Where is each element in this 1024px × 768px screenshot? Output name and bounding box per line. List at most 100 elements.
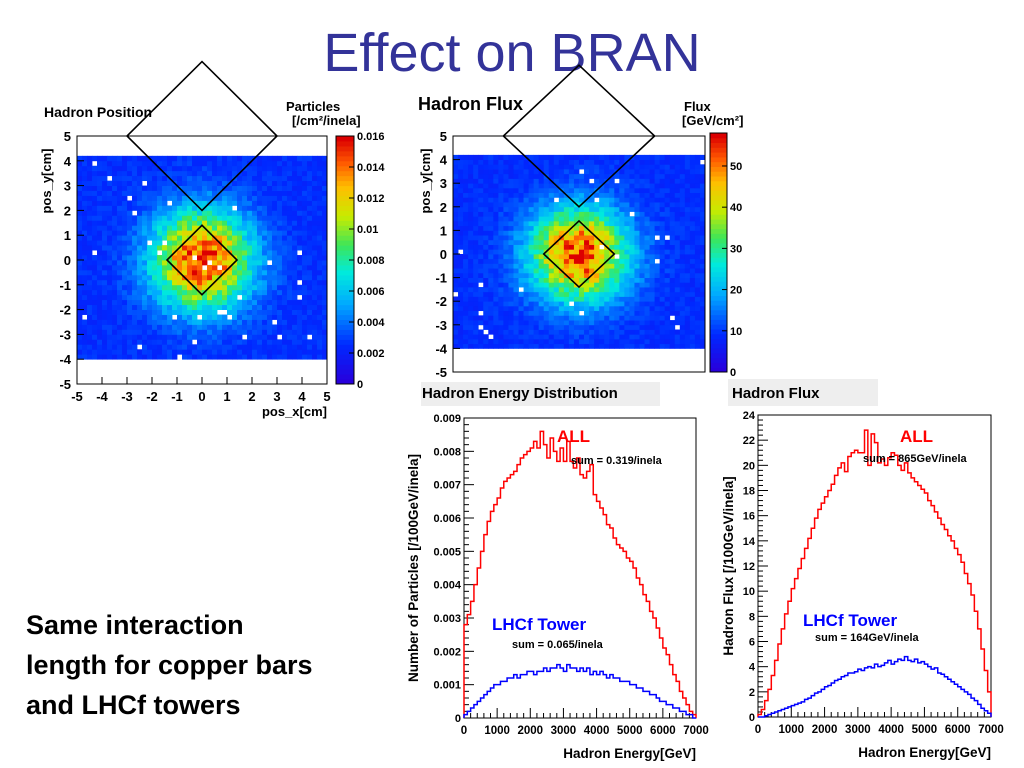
x-tick-label-3: 6000 — [945, 724, 971, 736]
y-tick-label-3: 24 — [743, 410, 756, 422]
y-tick-label-0: -1 — [59, 278, 71, 293]
y-tick-label-3: 8 — [749, 611, 755, 623]
x-tick-label-0: 5 — [323, 389, 330, 404]
colorbar-tick-label-0: 0.014 — [357, 162, 385, 174]
y-tick-label-2: 0 — [455, 713, 461, 725]
series-sum-3-0: sum = 865GeV/inela — [863, 453, 968, 465]
x-tick-label-2: 5000 — [617, 725, 643, 737]
series-all-line-3 — [757, 429, 992, 717]
colorbar-tick-label-0: 0.006 — [357, 286, 385, 298]
y-axis-label-2: Number of Particles [/100GeV/inela] — [406, 454, 421, 682]
colorbar-tick-label-1: 50 — [730, 161, 742, 173]
y-tick-label-0: 5 — [64, 129, 71, 144]
y-tick-label-0: -5 — [59, 377, 71, 392]
y-tick-label-0: 0 — [64, 253, 71, 268]
y-tick-label-2: 0.004 — [433, 580, 461, 592]
y-tick-label-1: -5 — [435, 365, 447, 380]
y-tick-label-3: 14 — [743, 536, 756, 548]
x-tick-label-3: 2000 — [812, 724, 838, 736]
lhcf-tower-outline-1 — [542, 219, 616, 289]
x-tick-label-3: 0 — [755, 724, 761, 736]
y-tick-label-2: 0.005 — [433, 546, 461, 558]
series-all-line-2 — [463, 430, 697, 718]
x-tick-label-2: 6000 — [650, 725, 676, 737]
x-tick-label-3: 7000 — [978, 724, 1004, 736]
y-tick-label-2: 0.006 — [433, 513, 461, 525]
y-tick-label-0: 4 — [64, 154, 72, 169]
y-tick-label-2: 0.001 — [433, 680, 461, 692]
y-tick-label-0: -4 — [59, 352, 71, 367]
y-tick-label-1: 4 — [440, 153, 448, 168]
hist-title-box-3 — [728, 379, 878, 406]
series-lhcf-tower-line-2 — [463, 663, 696, 719]
series-sum-2-0: sum = 0.319/inela — [571, 455, 663, 467]
bran-outline-1 — [502, 64, 656, 208]
colorbar-1 — [710, 133, 727, 373]
y-axis-label-3: Hadron Flux [/100GeV/inela] — [721, 476, 736, 655]
series-label-2-0: ALL — [557, 427, 590, 446]
chart-title-0: Hadron Position — [44, 104, 152, 120]
series-label-2-1: LHCf Tower — [492, 615, 587, 634]
colorbar-tick-label-1: 20 — [730, 285, 742, 297]
colorbar-tick-label-1: 0 — [730, 367, 736, 379]
x-tick-label-0: 3 — [273, 389, 280, 404]
y-tick-label-2: 0.002 — [433, 646, 461, 658]
hist-title-box-2 — [421, 382, 660, 406]
y-tick-label-3: 12 — [743, 561, 755, 573]
colorbar-tick-label-0: 0.004 — [357, 317, 385, 329]
y-tick-label-1: 3 — [440, 176, 447, 191]
y-tick-label-1: 1 — [440, 223, 447, 238]
x-tick-label-2: 3000 — [551, 725, 577, 737]
series-lhcf-tower-line-3 — [758, 655, 992, 718]
bran-outline-0 — [125, 60, 279, 212]
x-tick-label-3: 5000 — [912, 724, 938, 736]
note-line-3: and LHCf towers — [26, 690, 241, 720]
note-line-2: length for copper bars — [26, 650, 313, 680]
colorbar-0 — [336, 136, 354, 385]
colorbar-tick-label-1: 40 — [730, 202, 742, 214]
y-tick-label-3: 18 — [743, 486, 755, 498]
chart-title-3: Hadron Flux — [732, 385, 820, 402]
y-tick-label-2: 0.009 — [433, 413, 461, 425]
y-tick-label-0: -2 — [59, 303, 71, 318]
chart-title-2: Hadron Energy Distribution — [422, 385, 618, 402]
y-tick-label-1: -3 — [435, 318, 447, 333]
lhcf-tower-outline-0 — [165, 224, 239, 296]
y-tick-label-0: 1 — [64, 228, 71, 243]
series-label-3-1: LHCf Tower — [803, 611, 898, 630]
series-label-3-0: ALL — [900, 427, 933, 446]
y-axis-label-1: pos_y[cm] — [418, 148, 433, 213]
x-axis-label-3: Hadron Energy[GeV] — [858, 745, 991, 760]
y-tick-label-1: -2 — [435, 294, 447, 309]
colorbar-tick-label-0: 0.016 — [357, 131, 385, 143]
y-tick-label-3: 16 — [743, 511, 755, 523]
x-tick-label-0: 2 — [248, 389, 255, 404]
x-tick-label-2: 1000 — [484, 725, 510, 737]
colorbar-tick-label-1: 10 — [730, 326, 742, 338]
x-tick-label-0: -1 — [171, 389, 183, 404]
colorbar-tick-label-1: 30 — [730, 243, 742, 255]
y-tick-label-2: 0.008 — [433, 446, 461, 458]
y-tick-label-3: 20 — [743, 460, 755, 472]
note-text: Same interaction length for copper bars … — [26, 605, 396, 725]
colorbar-tick-label-0: 0.01 — [357, 224, 378, 236]
colorbar-unit-1: [GeV/cm²] — [682, 113, 743, 128]
x-tick-label-3: 3000 — [845, 724, 871, 736]
y-tick-label-1: 5 — [440, 129, 447, 144]
x-tick-label-0: -2 — [146, 389, 158, 404]
x-axis-label-2: Hadron Energy[GeV] — [563, 746, 696, 761]
y-tick-label-3: 6 — [749, 637, 755, 649]
x-tick-label-3: 4000 — [878, 724, 904, 736]
chart-title-1: Hadron Flux — [418, 94, 523, 114]
x-tick-label-3: 1000 — [778, 724, 804, 736]
x-tick-label-0: -5 — [71, 389, 83, 404]
x-tick-label-0: 1 — [223, 389, 230, 404]
colorbar-tick-label-0: 0.008 — [357, 255, 385, 267]
x-tick-label-0: -3 — [121, 389, 133, 404]
x-axis-label-0: pos_x[cm] — [262, 404, 327, 419]
y-tick-label-3: 2 — [749, 687, 755, 699]
colorbar-title-1: Flux — [684, 99, 711, 114]
colorbar-unit-0: [/cm²/inela] — [292, 113, 361, 128]
x-tick-label-2: 4000 — [584, 725, 610, 737]
y-tick-label-1: 2 — [440, 200, 447, 215]
